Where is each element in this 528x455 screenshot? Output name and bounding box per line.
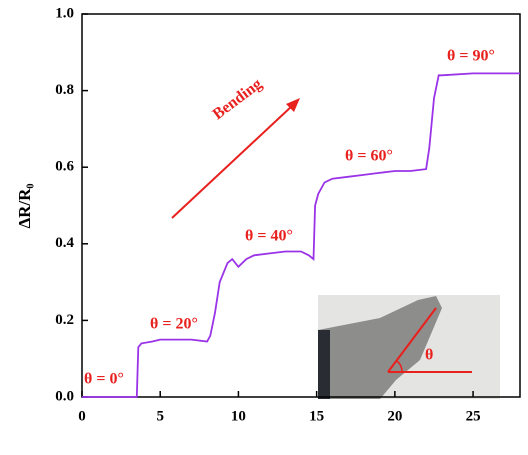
annotation: θ = 60° [345,148,393,165]
chart: θ ΔR/R₀ 0.0 0.2 0.4 0.6 0.8 1.0 0 5 10 15 20 25 θ = … [0,0,528,450]
annotation: θ = 90° [447,48,495,65]
x-tick-label: 10 [231,408,246,424]
y-tick-label: 0.2 [55,312,74,328]
inset-label: θ [425,347,433,364]
y-tick-label: 0.6 [55,159,74,175]
y-axis-label: ΔR/R₀ [15,183,34,228]
x-tick-label: 5 [156,408,164,424]
annotation: θ = 20° [150,316,198,333]
annotation: θ = 40° [245,228,293,245]
x-tick-label: 25 [466,408,481,424]
annotation: Bending [210,75,266,123]
inset-photo: θ [318,295,500,399]
x-tick-label: 15 [309,408,324,424]
y-tick-label: 0.0 [55,388,74,404]
annotation: θ = 0° [84,371,124,388]
bending-arrow [172,98,300,218]
y-tick-label: 0.4 [55,235,74,251]
x-tick-label: 20 [387,408,402,424]
y-tick-label: 1.0 [55,5,74,21]
x-tick-label: 0 [78,408,86,424]
y-tick-label: 0.8 [55,82,74,98]
